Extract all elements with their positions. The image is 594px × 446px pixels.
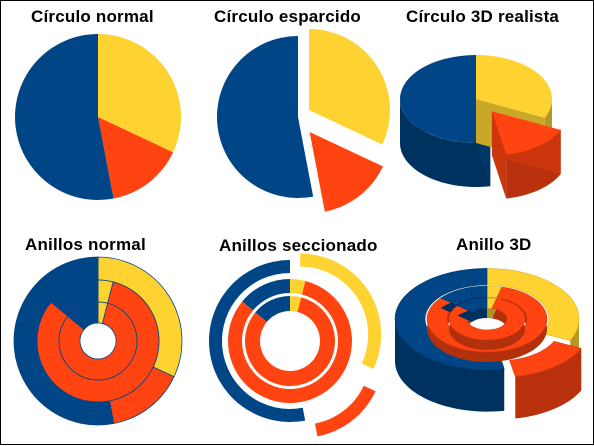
pie-slice bbox=[98, 34, 181, 153]
pie-slice-side bbox=[400, 99, 491, 187]
chart-title-2: Círculo esparcido bbox=[214, 7, 361, 26]
donut-step bbox=[487, 308, 497, 319]
donut-segment bbox=[58, 302, 138, 381]
donut-segment bbox=[67, 301, 99, 331]
pie-slice-face bbox=[491, 111, 507, 199]
donut-segment bbox=[486, 268, 580, 341]
donut-segment bbox=[448, 298, 526, 341]
donut-segment bbox=[255, 296, 290, 322]
chart-title-4: Anillos normal bbox=[25, 235, 146, 254]
donut-segment bbox=[208, 260, 306, 422]
pie-slice bbox=[98, 117, 174, 199]
donut-segment bbox=[290, 296, 302, 312]
donut-step bbox=[448, 308, 525, 350]
pie-slice bbox=[14, 34, 114, 200]
donut-segment bbox=[315, 385, 376, 437]
chart-title-5: Anillos seccionado bbox=[219, 236, 378, 255]
donut-segment bbox=[509, 341, 582, 377]
chart-title-6: Anillo 3D bbox=[456, 235, 532, 254]
chart-title-3: Círculo 3D realista bbox=[406, 7, 560, 26]
donut-segment bbox=[242, 279, 290, 311]
pie-slice bbox=[309, 132, 383, 212]
donut-segment bbox=[440, 285, 488, 306]
chart-title-1: Círculo normal bbox=[31, 7, 154, 26]
pie-slice bbox=[476, 55, 552, 118]
donut-segment bbox=[457, 297, 488, 313]
pie-slice bbox=[217, 36, 314, 198]
donut-segment bbox=[300, 253, 382, 370]
donut-step bbox=[457, 308, 487, 322]
pie-slice bbox=[400, 55, 491, 143]
donut-segment bbox=[245, 297, 335, 387]
donut-side bbox=[515, 348, 582, 419]
donut-segment bbox=[290, 279, 306, 295]
pie-slice bbox=[308, 29, 390, 145]
pie-slice bbox=[491, 111, 561, 155]
